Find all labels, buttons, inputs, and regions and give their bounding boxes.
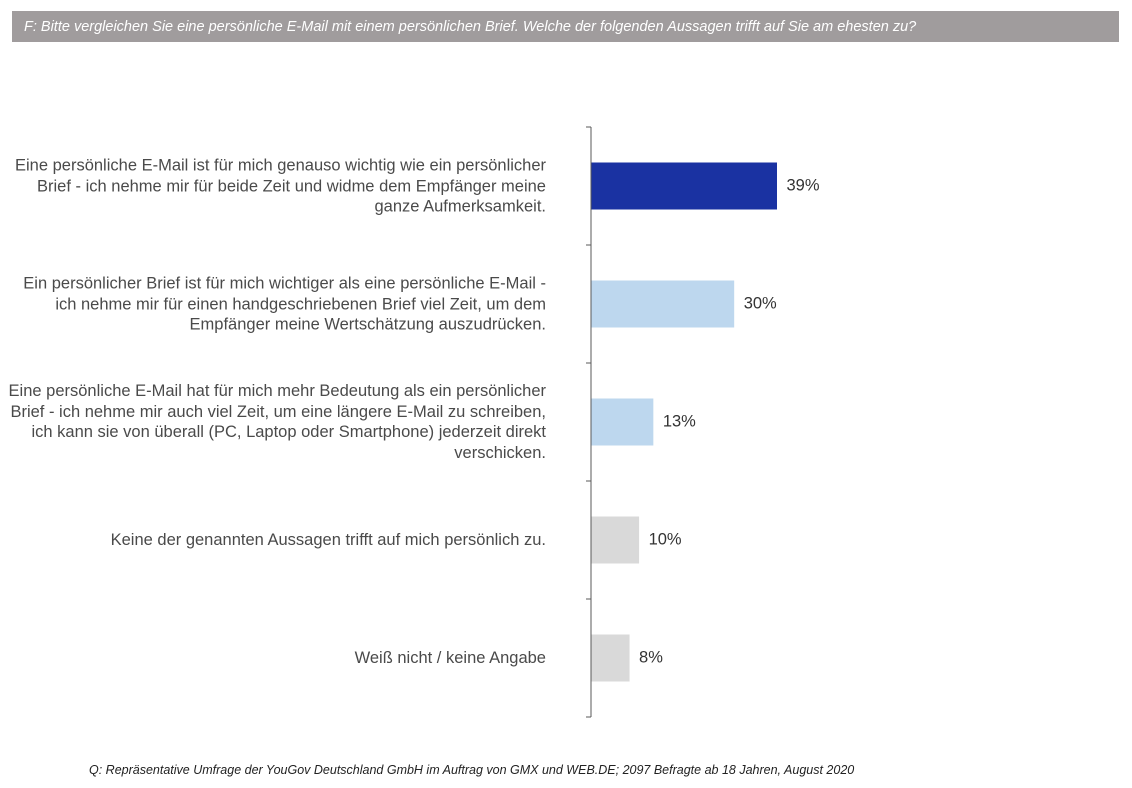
source-note: Q: Repräsentative Umfrage der YouGov Deu… [89, 763, 855, 777]
category-label-2: Ein persönlicher Brief ist für mich wich… [23, 274, 546, 334]
bar-2 [591, 280, 735, 328]
bar-1 [591, 162, 777, 210]
value-label-3: 13% [662, 412, 696, 431]
value-label-1: 39% [786, 176, 820, 195]
question-text: F: Bitte vergleichen Sie eine persönlich… [24, 18, 917, 35]
category-label-1: Eine persönliche E-Mail ist für mich gen… [15, 156, 546, 216]
bar-4 [591, 516, 640, 564]
question-header: F: Bitte vergleichen Sie eine persönlich… [12, 11, 1119, 42]
category-label-5: Weiß nicht / keine Angabe [354, 648, 546, 667]
bar-3 [591, 398, 654, 446]
category-label-4: Keine der genannten Aussagen trifft auf … [110, 530, 546, 549]
category-label-3: Eine persönliche E-Mail hat für mich meh… [8, 382, 546, 462]
value-label-4: 10% [648, 530, 682, 549]
value-label-5: 8% [639, 648, 663, 667]
value-label-2: 30% [743, 294, 777, 313]
bar-5 [591, 634, 630, 682]
